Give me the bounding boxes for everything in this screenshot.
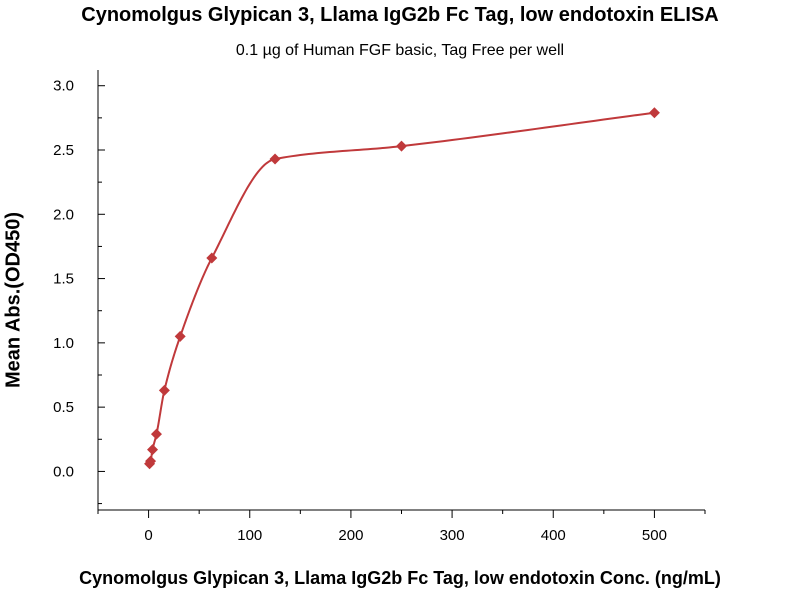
y-tick-label: 0.5 (53, 399, 74, 416)
data-point (206, 252, 218, 264)
data-points-layer (144, 107, 660, 470)
x-tick-label: 500 (642, 527, 667, 544)
data-point (158, 384, 170, 396)
y-tick-label: 0.0 (53, 463, 74, 480)
data-point (174, 330, 186, 342)
fit-curve-layer (148, 111, 655, 465)
data-point (145, 455, 157, 467)
chart-subtitle: 0.1 µg of Human FGF basic, Tag Free per … (235, 42, 565, 59)
x-tick-label: 200 (338, 527, 363, 544)
data-point (147, 444, 159, 456)
chart-axes: 0.0 0.5 1.0 1.5 2.0 2.5 3.0 0 100 200 300 400 500 (53, 70, 706, 544)
data-point (396, 140, 407, 152)
y-tick-label: 2.5 (53, 142, 74, 159)
y-tick-label: 1.0 (53, 335, 74, 352)
x-tick-label: 100 (237, 527, 262, 544)
chart-title: Cynomolgus Glypican 3, Llama IgG2b Fc Ta… (81, 4, 719, 26)
data-point (150, 428, 162, 440)
y-tick-label: 3.0 (53, 78, 74, 95)
x-tick-label: 0 (144, 527, 152, 544)
y-tick-label: 2.0 (53, 206, 74, 223)
data-point (269, 153, 281, 165)
data-point (648, 107, 660, 119)
fit-curve (148, 111, 655, 465)
x-axis-label: Cynomolgus Glypican 3, Llama IgG2b Fc Ta… (79, 568, 721, 588)
x-tick-label: 300 (440, 527, 465, 544)
x-tick-label: 400 (541, 527, 566, 544)
y-tick-label: 1.5 (53, 271, 74, 288)
